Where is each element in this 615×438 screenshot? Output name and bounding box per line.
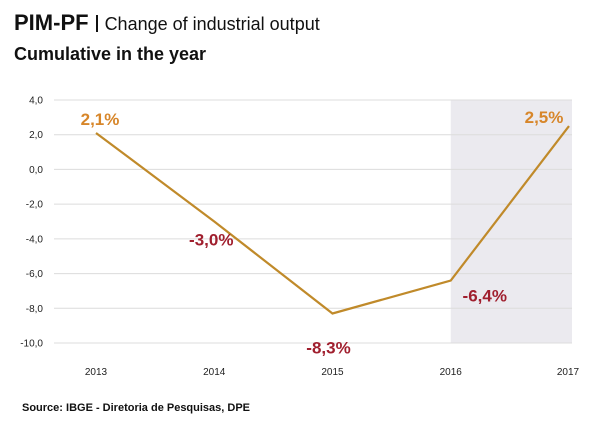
- data-label: 2,5%: [525, 108, 564, 127]
- data-label: -6,4%: [463, 287, 507, 306]
- y-tick-label: -10,0: [20, 339, 43, 350]
- source-note: Source: IBGE - Diretoria de Pesquisas, D…: [22, 402, 251, 414]
- x-tick-label: 2015: [321, 367, 344, 378]
- y-tick-label: -6,0: [26, 269, 44, 280]
- data-label: 2,1%: [81, 110, 120, 129]
- chart-title: PIM-PF: [14, 10, 89, 35]
- x-tick-label: 2013: [85, 367, 108, 378]
- y-tick-label: -8,0: [26, 304, 44, 315]
- x-tick-label: 2014: [203, 367, 226, 378]
- x-tick-label: 2016: [440, 367, 463, 378]
- y-tick-label: -4,0: [26, 234, 44, 245]
- chart-subtitle: Cumulative in the year: [14, 44, 207, 64]
- y-tick-label: -2,0: [26, 200, 44, 211]
- y-tick-label: 2,0: [29, 130, 43, 141]
- data-label: -3,0%: [189, 231, 233, 250]
- chart-title-row: PIM-PF Change of industrial output: [14, 10, 320, 40]
- highlight-band: [450, 100, 572, 343]
- x-tick-label: 2017: [557, 367, 580, 378]
- y-tick-label: 4,0: [29, 96, 43, 107]
- data-label: -8,3%: [306, 338, 350, 357]
- title-separator: [95, 15, 98, 32]
- chart-title-description: Change of industrial output: [104, 14, 320, 34]
- series-line: [95, 125, 570, 315]
- y-tick-label: 0,0: [29, 165, 43, 176]
